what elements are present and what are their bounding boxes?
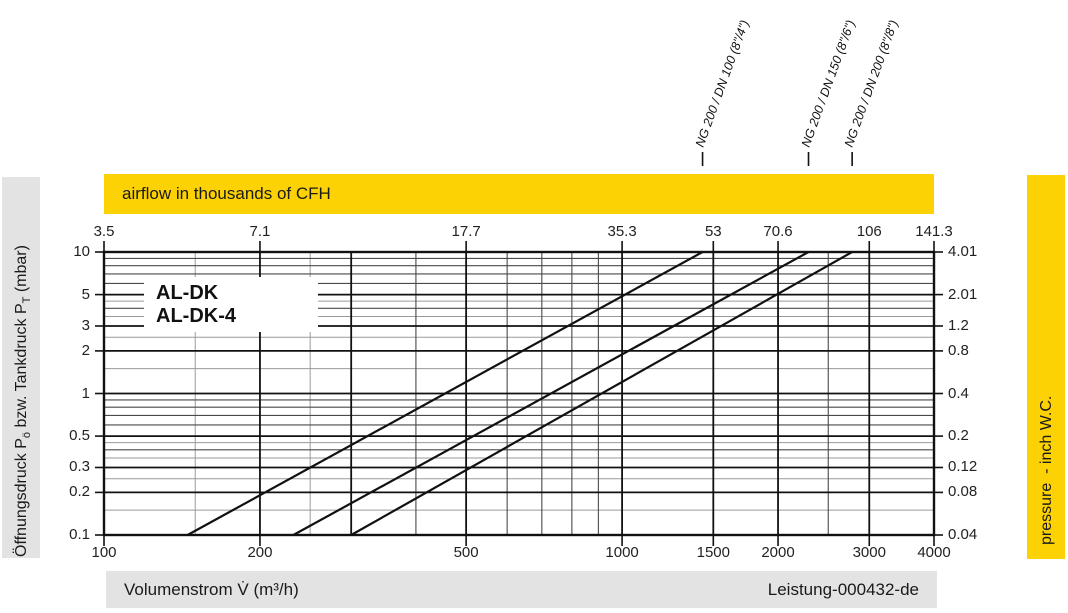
top-banner: airflow in thousands of CFH — [104, 174, 934, 214]
legend-box: AL-DK AL-DK-4 — [144, 277, 318, 332]
top-axis-tick-label: 17.7 — [451, 223, 481, 240]
x-axis-tick-label: 500 — [453, 544, 479, 561]
right-axis-tick-label: 0.8 — [948, 341, 969, 359]
top-axis-tick-label: 7.1 — [249, 223, 271, 240]
x-axis-tick-label: 100 — [91, 544, 117, 561]
right-axis-tick-label: 2.01 — [948, 285, 978, 303]
y-axis-tick-label: 2 — [81, 341, 90, 359]
y-axis-tick-label: 0.5 — [69, 427, 90, 445]
top-banner-label: airflow in thousands of CFH — [122, 184, 331, 203]
x-axis-tick-label: 200 — [247, 544, 273, 561]
right-axis-strip — [1027, 175, 1065, 559]
bottom-banner: Volumenstrom V̇ (m³/h) Leistung-000432-d… — [106, 571, 937, 608]
right-axis-tick-label: 0.04 — [948, 526, 978, 543]
x-axis-tick-label: 2000 — [761, 544, 795, 561]
legend-item-al-dk: AL-DK — [156, 282, 219, 304]
y-axis-tick-label: 0.1 — [69, 526, 90, 543]
legend-item-al-dk-4: AL-DK-4 — [156, 305, 236, 327]
right-axis-tick-label: 0.4 — [948, 384, 969, 402]
top-axis-tick-label: 141.3 — [915, 223, 953, 240]
y-axis-tick-label: 5 — [81, 285, 90, 303]
top-axis-tick-label: 106 — [856, 223, 882, 240]
series-line-1 — [292, 251, 810, 536]
series-line-0 — [187, 251, 704, 536]
x-axis-tick-label: 3000 — [852, 544, 886, 561]
right-axis-tick-label: 4.01 — [948, 243, 978, 260]
right-axis-tick-label: 0.08 — [948, 483, 978, 501]
right-axis-tick-label: 0.12 — [948, 458, 978, 476]
top-axis-tick-label: 53 — [704, 223, 722, 240]
right-axis-tick-label: 0.2 — [948, 427, 969, 445]
top-axis-tick-label: 3.5 — [93, 223, 115, 240]
x-axis-tick-label: 1500 — [696, 544, 730, 561]
x-axis-tick-label: 4000 — [917, 544, 951, 561]
right-axis-tick-label: 1.2 — [948, 316, 969, 334]
document-id-label: Leistung-000432-de — [767, 579, 919, 599]
y-axis-tick-label: 10 — [73, 243, 90, 260]
right-axis-strip-label: pressure - inch W.C. — [1038, 395, 1055, 545]
y-axis-tick-label: 0.2 — [69, 483, 90, 501]
x-axis-unit-label: Volumenstrom V̇ (m³/h) — [124, 579, 299, 599]
y-axis-tick-label: 0.3 — [69, 458, 90, 476]
top-axis-tick-label: 70.6 — [763, 223, 793, 240]
left-axis-strip — [2, 177, 40, 558]
y-axis-tick-label: 3 — [81, 316, 90, 334]
x-axis-tick-label: 1000 — [605, 544, 639, 561]
series-line-2 — [350, 251, 853, 536]
left-axis-strip-label: Öffnungsdruck Pö bzw. Tankdruck PT (mbar… — [13, 245, 33, 557]
top-axis-tick-label: 35.3 — [607, 223, 637, 240]
y-axis-tick-label: 1 — [81, 384, 90, 402]
